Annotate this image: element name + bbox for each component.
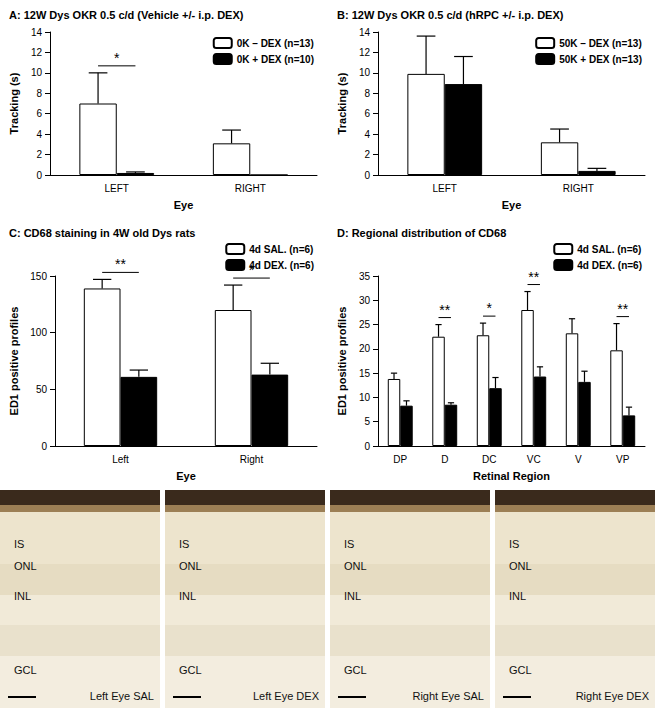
svg-text:DC: DC (482, 454, 496, 465)
svg-text:**: ** (115, 256, 126, 272)
svg-text:12: 12 (31, 47, 43, 58)
html-text:ONL: ONL (509, 559, 532, 572)
html-text:Right Eye DEX: Right Eye DEX (575, 690, 649, 702)
svg-text:10: 10 (359, 392, 371, 403)
svg-text:5: 5 (364, 416, 370, 427)
svg-text:D: D (441, 454, 448, 465)
svg-text:A: 12W Dys OKR 0.5 c/d (Vehicl: A: 12W Dys OKR 0.5 c/d (Vehicle +/- i.p.… (9, 9, 244, 21)
svg-text:Retinal Region: Retinal Region (473, 470, 550, 482)
html-text:GCL: GCL (509, 664, 532, 677)
html-text:GCL: GCL (344, 664, 367, 677)
svg-text:14: 14 (359, 27, 371, 38)
svg-text:VC: VC (527, 454, 541, 465)
html-text:IS: IS (344, 538, 355, 550)
html-text:GCL: GCL (14, 664, 37, 677)
html-text:Left Eye SAL: Left Eye SAL (89, 690, 154, 702)
svg-text:VP: VP (616, 454, 630, 465)
svg-text:0: 0 (364, 441, 370, 452)
svg-text:Tracking (s): Tracking (s) (336, 72, 348, 134)
svg-text:**: ** (617, 301, 628, 317)
svg-text:D: Regional distribution of CD: D: Regional distribution of CD68 (337, 227, 506, 239)
html-text:IS: IS (14, 538, 25, 550)
html-text:IS: IS (179, 538, 190, 550)
svg-text:4: 4 (364, 129, 370, 140)
html-text:Left Eye DEX: Left Eye DEX (253, 690, 319, 702)
svg-text:35: 35 (359, 271, 371, 282)
svg-text:0K + DEX (n=10): 0K + DEX (n=10) (237, 54, 314, 65)
html-text:INL: INL (14, 590, 32, 603)
svg-text:20: 20 (359, 343, 371, 354)
svg-text:8: 8 (36, 88, 42, 99)
svg-text:Right: Right (240, 454, 264, 465)
svg-text:14: 14 (31, 27, 43, 38)
svg-text:2: 2 (36, 149, 42, 160)
svg-text:4d SAL. (n=6): 4d SAL. (n=6) (249, 244, 313, 255)
svg-text:6: 6 (36, 108, 42, 119)
svg-text:4d DEX. (n=6): 4d DEX. (n=6) (249, 260, 314, 271)
svg-text:RIGHT: RIGHT (563, 183, 594, 194)
svg-text:V: V (575, 454, 582, 465)
svg-text:*: * (249, 262, 255, 278)
svg-text:10: 10 (31, 67, 43, 78)
svg-text:ED1 positive profiles: ED1 positive profiles (8, 307, 20, 416)
html-text:INL: INL (179, 590, 197, 603)
html-text:Right Eye SAL: Right Eye SAL (412, 690, 484, 702)
html-text:INL: INL (509, 590, 527, 603)
svg-text:30: 30 (359, 295, 371, 306)
html-text:ONL: ONL (344, 559, 367, 572)
svg-text:0K – DEX (n=13): 0K – DEX (n=13) (237, 38, 314, 49)
svg-text:0: 0 (36, 170, 42, 181)
html-text:INL: INL (344, 590, 362, 603)
svg-text:2: 2 (364, 149, 370, 160)
svg-text:B: 12W Dys OKR 0.5 c/d (hRPC +: B: 12W Dys OKR 0.5 c/d (hRPC +/- i.p. DE… (337, 9, 564, 21)
svg-text:0: 0 (364, 170, 370, 181)
svg-text:RIGHT: RIGHT (235, 183, 266, 194)
svg-text:**: ** (439, 302, 450, 318)
svg-text:50K + DEX (n=13): 50K + DEX (n=13) (559, 54, 642, 65)
svg-text:4d SAL. (n=6): 4d SAL. (n=6) (577, 244, 641, 255)
svg-text:50: 50 (36, 384, 48, 395)
svg-text:6: 6 (364, 108, 370, 119)
svg-text:100: 100 (30, 327, 47, 338)
html-text:IS: IS (509, 538, 520, 550)
svg-text:LEFT: LEFT (105, 183, 129, 194)
svg-text:ED1 positive profiles: ED1 positive profiles (336, 307, 348, 416)
svg-text:50K – DEX (n=13): 50K – DEX (n=13) (559, 38, 642, 49)
svg-text:4: 4 (36, 129, 42, 140)
svg-text:LEFT: LEFT (433, 183, 457, 194)
svg-text:150: 150 (30, 271, 47, 282)
svg-text:Eye: Eye (176, 470, 196, 482)
svg-text:*: * (487, 300, 493, 316)
html-text:ONL: ONL (179, 559, 202, 572)
svg-text:4d DEX. (n=6): 4d DEX. (n=6) (577, 260, 642, 271)
svg-text:10: 10 (359, 67, 371, 78)
svg-text:Tracking (s): Tracking (s) (8, 72, 20, 134)
svg-text:25: 25 (359, 319, 371, 330)
html-text:ONL: ONL (14, 559, 37, 572)
svg-text:Eye: Eye (174, 199, 194, 211)
svg-text:0: 0 (41, 441, 47, 452)
svg-text:Left: Left (112, 454, 129, 465)
svg-text:15: 15 (359, 368, 371, 379)
svg-text:Eye: Eye (502, 199, 522, 211)
svg-text:8: 8 (364, 88, 370, 99)
svg-text:*: * (114, 50, 120, 66)
svg-text:DP: DP (393, 454, 407, 465)
svg-text:C: CD68 staining in 4W old Dys: C: CD68 staining in 4W old Dys rats (9, 227, 195, 239)
svg-text:12: 12 (359, 47, 371, 58)
html-text:GCL: GCL (179, 664, 202, 677)
svg-text:**: ** (528, 269, 539, 285)
